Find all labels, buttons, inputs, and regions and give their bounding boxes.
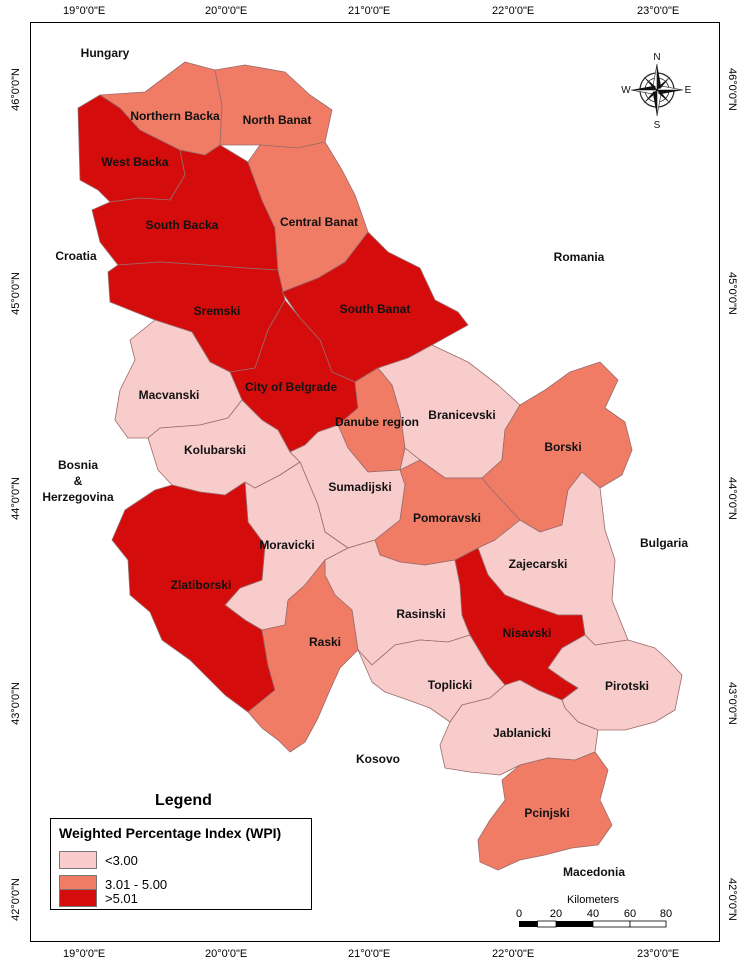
legend-row-mid: 3.01 - 5.00 — [59, 874, 167, 894]
scale-label-60: 60 — [624, 908, 636, 920]
lat-tick-right-43: 43°0'0"N — [726, 682, 738, 725]
scale-label-40: 40 — [587, 908, 599, 920]
lon-tick-top-21: 21°0'0"E — [348, 5, 391, 17]
label-macvanski: Macvanski — [139, 388, 200, 402]
lat-tick-right-42: 42°0'0"N — [726, 878, 738, 921]
label-danube-region: Danube region — [335, 415, 419, 429]
region-north-banat[interactable] — [214, 64, 333, 149]
lat-tick-right-46: 46°0'0"N — [726, 68, 738, 111]
scale-title: Kilometers — [567, 894, 619, 906]
label-zajecarski: Zajecarski — [509, 557, 568, 571]
label-nisavski: Nisavski — [503, 626, 552, 640]
label-hungary: Hungary — [81, 46, 130, 60]
label-west-backa: West Backa — [101, 155, 168, 169]
compass-rose-icon: N S E W — [621, 52, 691, 131]
label-borski: Borski — [544, 440, 581, 454]
lon-tick-bottom-21: 21°0'0"E — [348, 948, 391, 960]
label-toplicki: Toplicki — [428, 678, 472, 692]
label-south-banat: South Banat — [340, 302, 411, 316]
region-pcinjski[interactable] — [477, 751, 613, 871]
region-jablanicki[interactable] — [439, 679, 599, 776]
label-north-banat: North Banat — [243, 113, 312, 127]
label-croatia: Croatia — [55, 249, 97, 263]
scale-label-80: 80 — [660, 908, 672, 920]
label-bosnia: Bosnia — [58, 458, 98, 472]
label-branicevski: Branicevski — [428, 408, 495, 422]
legend-heading: Legend — [155, 792, 212, 809]
lon-tick-bottom-19: 19°0'0"E — [63, 948, 106, 960]
legend-box: Weighted Percentage Index (WPI) <3.00 3.… — [50, 818, 312, 910]
label-kolubarski: Kolubarski — [184, 443, 246, 457]
compass-w: W — [621, 85, 631, 96]
label-pcinjski: Pcinjski — [524, 806, 569, 820]
compass-e: E — [685, 85, 692, 96]
scale-label-20: 20 — [550, 908, 562, 920]
compass-s: S — [654, 120, 661, 131]
label-pirotski: Pirotski — [605, 679, 649, 693]
label-sremski: Sremski — [194, 304, 241, 318]
label-jablanicki: Jablanicki — [493, 726, 551, 740]
legend-title: Weighted Percentage Index (WPI) — [59, 825, 282, 841]
label-sumadijski: Sumadijski — [328, 480, 391, 494]
lon-tick-top-22: 22°0'0"E — [492, 5, 535, 17]
label-central-banat: Central Banat — [280, 215, 358, 229]
legend-label-mid: 3.01 - 5.00 — [105, 876, 168, 892]
lon-tick-top-20: 20°0'0"E — [205, 5, 248, 17]
label-city-of-belgrade: City of Belgrade — [245, 380, 337, 394]
label-macedonia: Macedonia — [563, 865, 625, 879]
lon-tick-top-23: 23°0'0"E — [637, 5, 680, 17]
lat-tick-right-44: 44°0'0"N — [726, 477, 738, 520]
label-bulgaria: Bulgaria — [640, 536, 688, 550]
lon-tick-bottom-23: 23°0'0"E — [637, 948, 680, 960]
lon-tick-bottom-22: 22°0'0"E — [492, 948, 535, 960]
label-ampersand: & — [74, 474, 83, 488]
scale-bar: Kilometers 0 20 40 60 80 — [516, 894, 672, 928]
legend-swatch-low — [59, 851, 97, 869]
legend-label-low: <3.00 — [105, 852, 138, 868]
label-herzegovina: Herzegovina — [42, 490, 114, 504]
region-raski[interactable] — [247, 559, 359, 753]
label-pomoravski: Pomoravski — [413, 511, 481, 525]
label-rasinski: Rasinski — [396, 607, 445, 621]
legend-row-low: <3.00 — [59, 850, 138, 870]
label-raski: Raski — [309, 635, 341, 649]
legend-row-high: >5.01 — [59, 888, 138, 908]
region-pirotski[interactable] — [547, 634, 683, 731]
scale-label-0: 0 — [516, 908, 522, 920]
lon-tick-bottom-20: 20°0'0"E — [205, 948, 248, 960]
label-south-backa: South Backa — [146, 218, 219, 232]
label-zlatiborski: Zlatiborski — [171, 578, 232, 592]
label-northern-backa: Northern Backa — [130, 109, 220, 123]
label-kosovo: Kosovo — [356, 752, 400, 766]
lat-tick-right-45: 45°0'0"N — [726, 272, 738, 315]
label-romania: Romania — [554, 250, 605, 264]
legend-label-high: >5.01 — [105, 890, 138, 906]
lon-tick-top-19: 19°0'0"E — [63, 5, 106, 17]
legend-swatch-high — [59, 889, 97, 907]
compass-n: N — [653, 52, 660, 63]
label-moravicki: Moravicki — [259, 538, 314, 552]
